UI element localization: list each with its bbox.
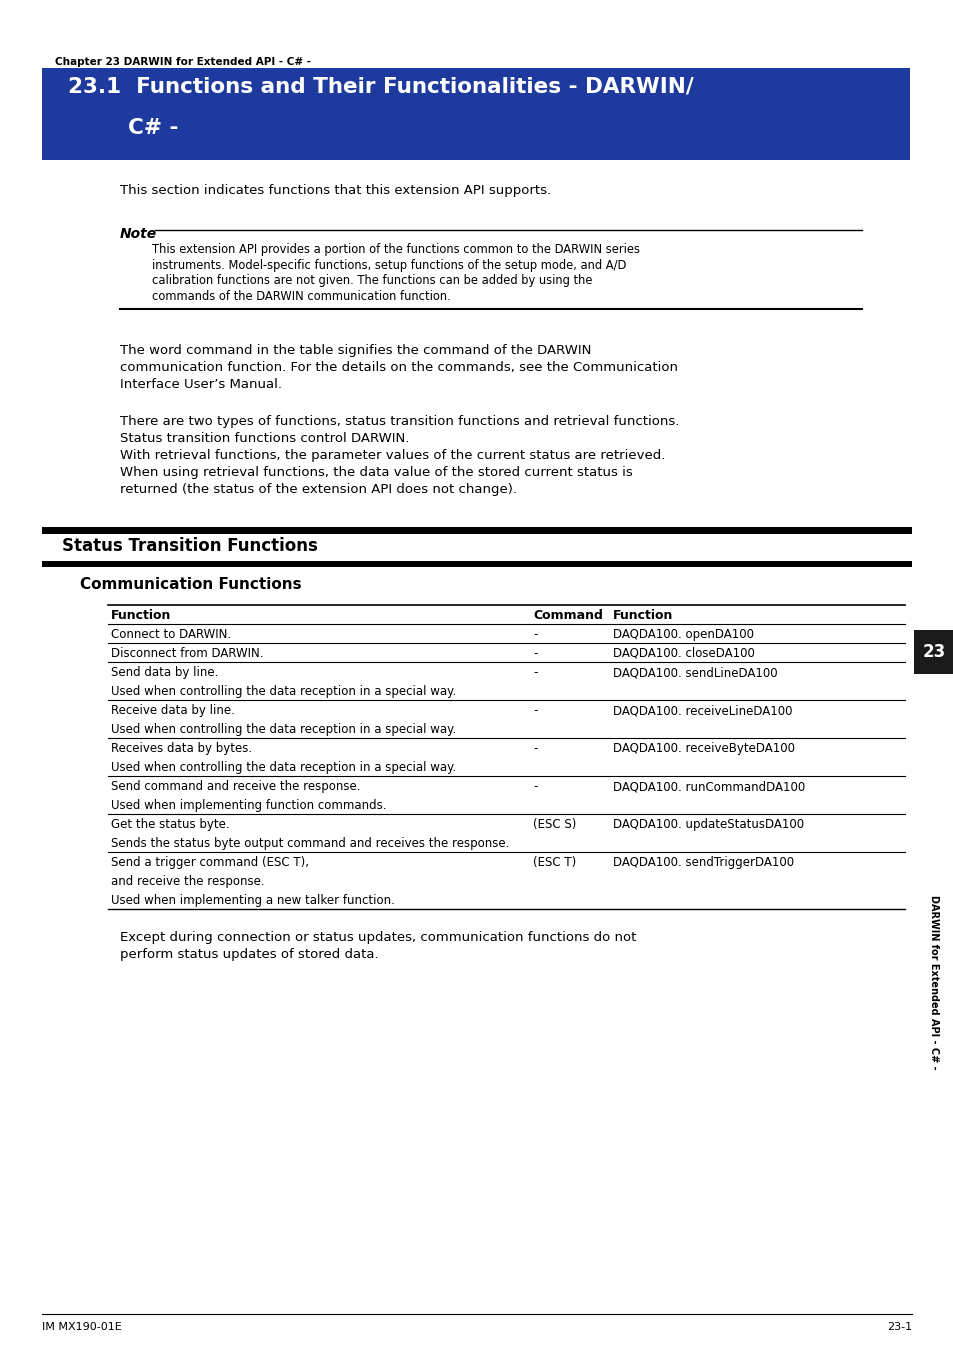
Bar <box>913 630 953 674</box>
Text: (ESC S): (ESC S) <box>533 817 576 831</box>
Text: With retrieval functions, the parameter values of the current status are retriev: With retrieval functions, the parameter … <box>120 449 664 462</box>
Text: Interface User’s Manual.: Interface User’s Manual. <box>120 378 282 390</box>
Text: Get the status byte.: Get the status byte. <box>111 817 230 831</box>
Text: and receive the response.: and receive the response. <box>111 875 264 888</box>
Text: -: - <box>533 666 537 680</box>
Text: Chapter 23 DARWIN for Extended API - C# -: Chapter 23 DARWIN for Extended API - C# … <box>55 57 311 68</box>
Text: Used when controlling the data reception in a special way.: Used when controlling the data reception… <box>111 685 456 698</box>
Text: Used when implementing function commands.: Used when implementing function commands… <box>111 798 386 812</box>
Text: Disconnect from DARWIN.: Disconnect from DARWIN. <box>111 647 263 661</box>
Bar <box>42 561 911 567</box>
Text: When using retrieval functions, the data value of the stored current status is: When using retrieval functions, the data… <box>120 466 632 480</box>
Text: 23.1  Functions and Their Functionalities - DARWIN/: 23.1 Functions and Their Functionalities… <box>68 76 693 96</box>
Text: 23: 23 <box>922 643 944 661</box>
Text: commands of the DARWIN communication function.: commands of the DARWIN communication fun… <box>152 289 450 303</box>
Text: This section indicates functions that this extension API supports.: This section indicates functions that th… <box>120 184 551 197</box>
Text: DAQDA100. updateStatusDA100: DAQDA100. updateStatusDA100 <box>613 817 803 831</box>
Text: The word command in the table signifies the command of the DARWIN: The word command in the table signifies … <box>120 345 591 357</box>
Text: calibration functions are not given. The functions can be added by using the: calibration functions are not given. The… <box>152 274 592 286</box>
Text: This extension API provides a portion of the functions common to the DARWIN seri: This extension API provides a portion of… <box>152 243 639 255</box>
Text: DAQDA100. sendLineDA100: DAQDA100. sendLineDA100 <box>613 666 777 680</box>
Text: Function: Function <box>613 609 673 621</box>
Text: instruments. Model-specific functions, setup functions of the setup mode, and A/: instruments. Model-specific functions, s… <box>152 258 626 272</box>
Text: Receives data by bytes.: Receives data by bytes. <box>111 742 252 755</box>
Text: Used when controlling the data reception in a special way.: Used when controlling the data reception… <box>111 761 456 774</box>
Text: Connect to DARWIN.: Connect to DARWIN. <box>111 628 231 640</box>
Text: -: - <box>533 647 537 661</box>
Text: (ESC T): (ESC T) <box>533 857 576 869</box>
Text: DAQDA100. receiveLineDA100: DAQDA100. receiveLineDA100 <box>613 704 792 717</box>
Text: DAQDA100. receiveByteDA100: DAQDA100. receiveByteDA100 <box>613 742 794 755</box>
Text: Used when implementing a new talker function.: Used when implementing a new talker func… <box>111 894 395 907</box>
Text: Function: Function <box>111 609 172 621</box>
Text: Note: Note <box>120 227 157 240</box>
Text: Command: Command <box>533 609 602 621</box>
Text: Communication Functions: Communication Functions <box>80 577 301 592</box>
Text: There are two types of functions, status transition functions and retrieval func: There are two types of functions, status… <box>120 415 679 428</box>
Text: perform status updates of stored data.: perform status updates of stored data. <box>120 948 378 961</box>
Text: DAQDA100. runCommandDA100: DAQDA100. runCommandDA100 <box>613 780 804 793</box>
Bar <box>42 527 911 534</box>
Text: IM MX190-01E: IM MX190-01E <box>42 1323 122 1332</box>
Text: Status Transition Functions: Status Transition Functions <box>62 536 317 555</box>
Text: DAQDA100. closeDA100: DAQDA100. closeDA100 <box>613 647 754 661</box>
Text: Except during connection or status updates, communication functions do not: Except during connection or status updat… <box>120 931 636 944</box>
Text: Used when controlling the data reception in a special way.: Used when controlling the data reception… <box>111 723 456 736</box>
Text: -: - <box>533 742 537 755</box>
Text: 23-1: 23-1 <box>886 1323 911 1332</box>
Text: Send a trigger command (ESC T),: Send a trigger command (ESC T), <box>111 857 309 869</box>
Bar <box>42 68 909 159</box>
Text: -: - <box>533 780 537 793</box>
Text: C# -: C# - <box>68 118 178 138</box>
Text: -: - <box>533 628 537 640</box>
Text: -: - <box>533 704 537 717</box>
Text: Status transition functions control DARWIN.: Status transition functions control DARW… <box>120 432 409 444</box>
Text: DAQDA100. sendTriggerDA100: DAQDA100. sendTriggerDA100 <box>613 857 793 869</box>
Text: Sends the status byte output command and receives the response.: Sends the status byte output command and… <box>111 838 509 850</box>
Text: Send command and receive the response.: Send command and receive the response. <box>111 780 360 793</box>
Text: communication function. For the details on the commands, see the Communication: communication function. For the details … <box>120 361 678 374</box>
Text: returned (the status of the extension API does not change).: returned (the status of the extension AP… <box>120 484 517 496</box>
Text: Receive data by line.: Receive data by line. <box>111 704 234 717</box>
Text: Send data by line.: Send data by line. <box>111 666 218 680</box>
Text: DARWIN for Extended API - C# -: DARWIN for Extended API - C# - <box>928 894 938 1069</box>
Text: DAQDA100. openDA100: DAQDA100. openDA100 <box>613 628 753 640</box>
